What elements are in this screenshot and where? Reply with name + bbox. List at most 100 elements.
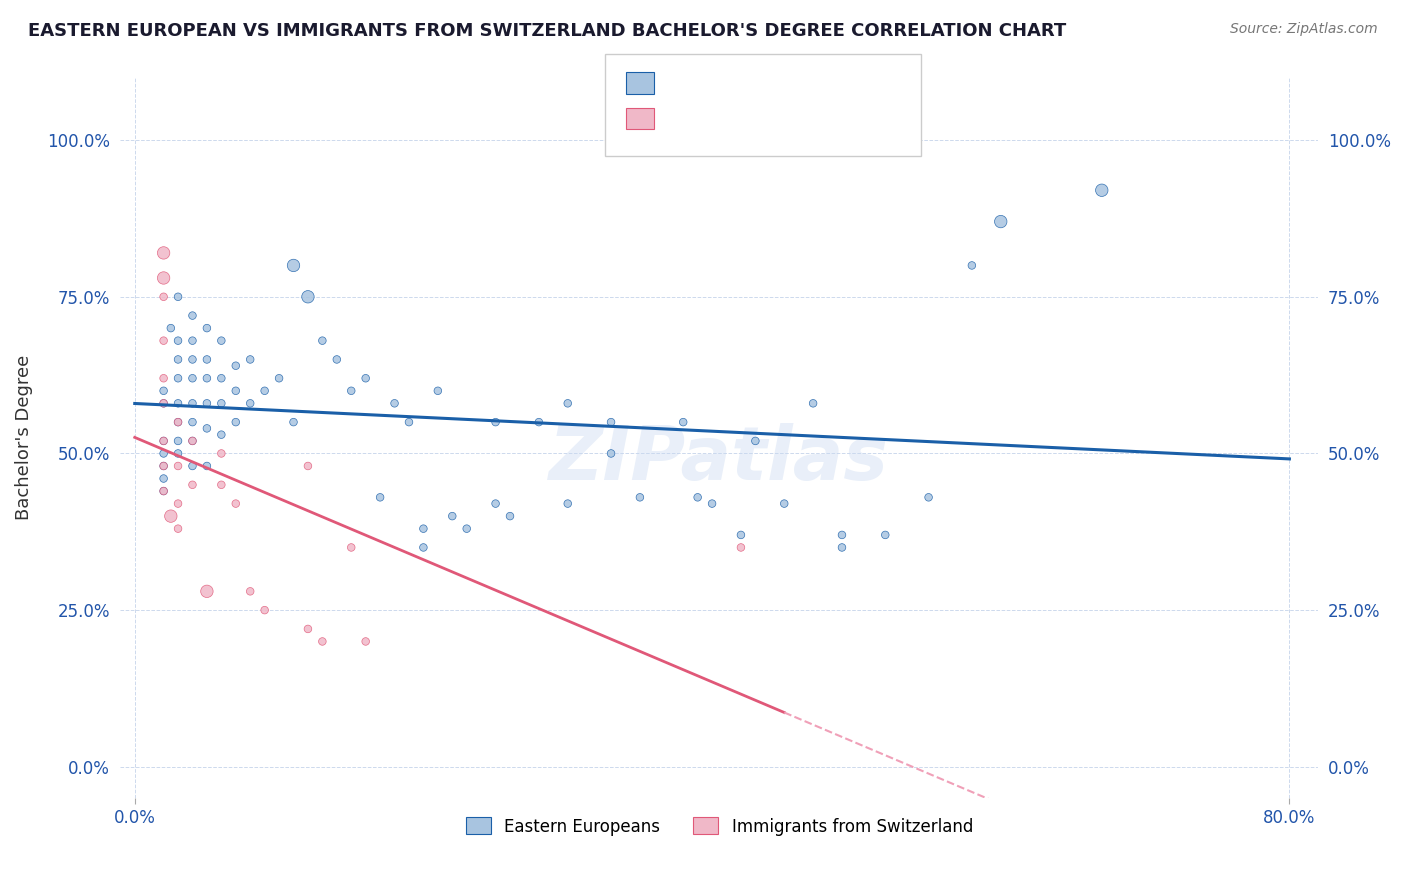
Text: ZIPatlas: ZIPatlas bbox=[550, 423, 889, 496]
Point bbox=[152, 246, 174, 260]
Point bbox=[181, 309, 204, 323]
Point bbox=[167, 290, 190, 304]
Point bbox=[209, 446, 232, 460]
Point bbox=[195, 584, 218, 599]
Point bbox=[628, 491, 651, 505]
Point bbox=[499, 509, 522, 524]
Point bbox=[195, 321, 218, 335]
Point bbox=[167, 415, 190, 429]
Point bbox=[700, 497, 723, 511]
Point bbox=[730, 528, 752, 542]
Point bbox=[672, 415, 695, 429]
Point bbox=[152, 484, 174, 499]
Point bbox=[686, 491, 709, 505]
Point bbox=[1091, 183, 1114, 197]
Point bbox=[239, 584, 262, 599]
Point bbox=[152, 458, 174, 473]
Point bbox=[600, 415, 623, 429]
Point bbox=[195, 371, 218, 385]
Point bbox=[744, 434, 766, 448]
Point bbox=[152, 396, 174, 410]
Point bbox=[527, 415, 550, 429]
Point bbox=[340, 541, 363, 555]
Point bbox=[181, 458, 204, 473]
Point bbox=[917, 491, 939, 505]
Point bbox=[960, 259, 983, 273]
Point bbox=[831, 528, 853, 542]
Text: EASTERN EUROPEAN VS IMMIGRANTS FROM SWITZERLAND BACHELOR'S DEGREE CORRELATION CH: EASTERN EUROPEAN VS IMMIGRANTS FROM SWIT… bbox=[28, 22, 1066, 40]
Point bbox=[152, 384, 174, 398]
Point bbox=[225, 359, 247, 373]
Point bbox=[311, 334, 333, 348]
Point bbox=[297, 458, 319, 473]
Y-axis label: Bachelor's Degree: Bachelor's Degree bbox=[15, 355, 32, 520]
Point bbox=[167, 396, 190, 410]
Point bbox=[209, 371, 232, 385]
Point bbox=[167, 434, 190, 448]
Point bbox=[773, 497, 796, 511]
Legend: Eastern Europeans, Immigrants from Switzerland: Eastern Europeans, Immigrants from Switz… bbox=[457, 809, 981, 844]
Point bbox=[225, 415, 247, 429]
Point bbox=[209, 334, 232, 348]
Point bbox=[831, 541, 853, 555]
Point bbox=[181, 477, 204, 491]
Point bbox=[181, 415, 204, 429]
Point bbox=[181, 434, 204, 448]
Point bbox=[384, 396, 406, 410]
Point bbox=[239, 396, 262, 410]
Point bbox=[181, 434, 204, 448]
Point bbox=[426, 384, 449, 398]
Point bbox=[283, 415, 305, 429]
Point bbox=[152, 434, 174, 448]
Point bbox=[456, 522, 478, 536]
Point bbox=[398, 415, 420, 429]
Point bbox=[557, 396, 579, 410]
Point bbox=[152, 290, 174, 304]
Point bbox=[167, 497, 190, 511]
Point bbox=[159, 321, 181, 335]
Point bbox=[283, 259, 305, 273]
Point bbox=[412, 541, 434, 555]
Point bbox=[253, 603, 276, 617]
Point bbox=[167, 458, 190, 473]
Point bbox=[209, 396, 232, 410]
Point bbox=[730, 541, 752, 555]
Point bbox=[195, 421, 218, 435]
Point bbox=[209, 427, 232, 442]
Point bbox=[441, 509, 464, 524]
Point bbox=[267, 371, 290, 385]
Point bbox=[167, 371, 190, 385]
Point bbox=[152, 484, 174, 499]
Point bbox=[990, 214, 1012, 228]
Point bbox=[209, 477, 232, 491]
Point bbox=[253, 384, 276, 398]
Point bbox=[152, 471, 174, 485]
Point bbox=[297, 622, 319, 636]
Text: Source: ZipAtlas.com: Source: ZipAtlas.com bbox=[1230, 22, 1378, 37]
Point bbox=[484, 415, 506, 429]
Text: R = -0.172   N = 28: R = -0.172 N = 28 bbox=[661, 110, 824, 128]
Point bbox=[152, 446, 174, 460]
Point bbox=[557, 497, 579, 511]
Point bbox=[354, 634, 377, 648]
Point bbox=[368, 491, 391, 505]
Point bbox=[326, 352, 349, 367]
Point bbox=[159, 509, 181, 524]
Point bbox=[181, 334, 204, 348]
Point bbox=[195, 352, 218, 367]
Point bbox=[875, 528, 897, 542]
Point bbox=[167, 415, 190, 429]
Point bbox=[167, 352, 190, 367]
Point bbox=[354, 371, 377, 385]
Point bbox=[225, 497, 247, 511]
Point bbox=[152, 396, 174, 410]
Point bbox=[340, 384, 363, 398]
Point bbox=[181, 352, 204, 367]
Point bbox=[239, 352, 262, 367]
Point bbox=[152, 271, 174, 285]
Point bbox=[152, 458, 174, 473]
Point bbox=[600, 446, 623, 460]
Point bbox=[801, 396, 824, 410]
Point bbox=[195, 458, 218, 473]
Point bbox=[181, 396, 204, 410]
